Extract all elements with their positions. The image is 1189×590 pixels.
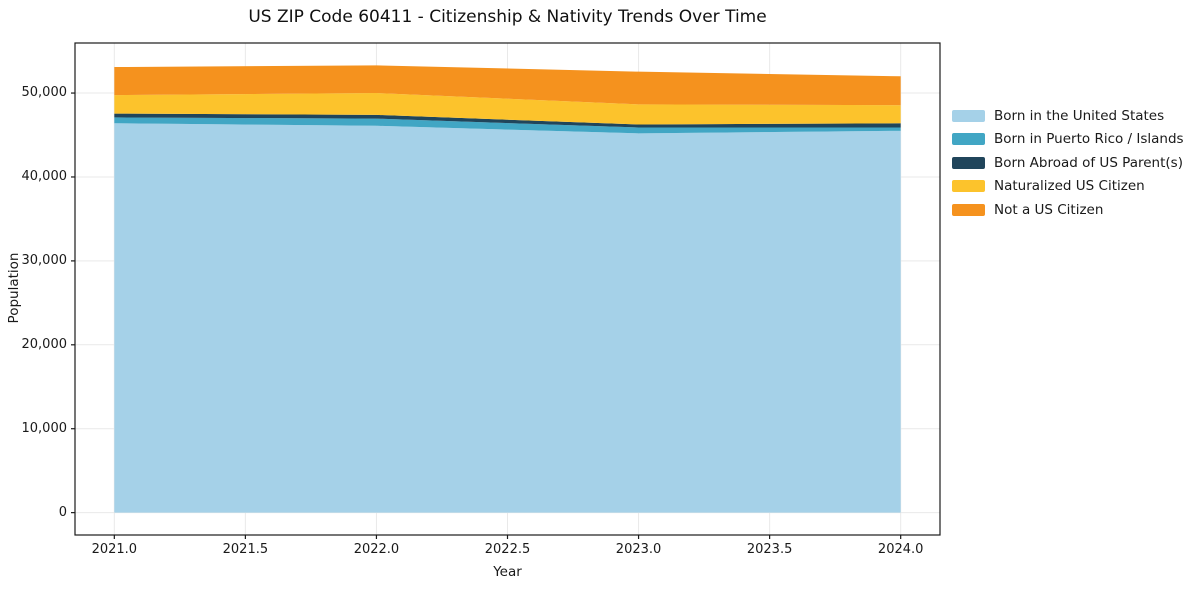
area-born-in-the-united-states bbox=[114, 123, 901, 513]
x-tick-label: 2022.5 bbox=[484, 542, 531, 557]
legend-item-born-in-puerto-rico-islands: Born in Puerto Rico / Islands bbox=[952, 131, 1184, 147]
y-tick-label: 20,000 bbox=[21, 336, 68, 352]
x-tick-label: 2021.5 bbox=[222, 542, 269, 557]
x-tick-label: 2022.0 bbox=[353, 542, 400, 557]
y-axis-label: Population bbox=[6, 252, 22, 324]
legend-label: Born Abroad of US Parent(s) bbox=[994, 154, 1183, 171]
x-tick-label: 2023.5 bbox=[746, 542, 793, 557]
legend-label: Born in the United States bbox=[994, 108, 1165, 124]
legend-label: Naturalized US Citizen bbox=[994, 178, 1145, 195]
legend-item-not-a-us-citizen: Not a US Citizen bbox=[952, 202, 1184, 218]
y-tick-label: 0 bbox=[58, 504, 67, 520]
area-not-a-us-citizen bbox=[114, 65, 901, 106]
y-tick-label: 10,000 bbox=[21, 420, 68, 436]
legend-swatch-icon bbox=[952, 203, 985, 216]
y-tick-label: 40,000 bbox=[21, 168, 68, 184]
legend-swatch-icon bbox=[952, 180, 985, 193]
area-born-abroad-of-us-parent-s bbox=[114, 113, 901, 128]
legend-item-born-abroad-of-us-parent-s: Born Abroad of US Parent(s) bbox=[952, 155, 1184, 171]
chart-title: US ZIP Code 60411 - Citizenship & Nativi… bbox=[248, 7, 767, 27]
y-tick-label: 30,000 bbox=[21, 252, 68, 268]
legend-label: Born in Puerto Rico / Islands bbox=[994, 131, 1184, 148]
x-tick-label: 2021.0 bbox=[91, 542, 138, 557]
legend-swatch-icon bbox=[952, 156, 985, 169]
y-tick-label: 50,000 bbox=[21, 85, 68, 101]
legend: Born in the United States Born in Puerto … bbox=[952, 108, 1184, 218]
x-axis-label: Year bbox=[493, 564, 522, 580]
x-tick-label: 2024.0 bbox=[877, 542, 924, 557]
x-tick-label: 2023.0 bbox=[615, 542, 662, 557]
area-born-in-puerto-rico-islands bbox=[114, 117, 901, 134]
legend-swatch-icon bbox=[952, 133, 985, 146]
legend-swatch-icon bbox=[952, 110, 985, 122]
legend-item-naturalized-us-citizen: Naturalized US Citizen bbox=[952, 178, 1184, 194]
area-naturalized-us-citizen bbox=[114, 93, 901, 125]
legend-item-born-in-the-united-states: Born in the United States bbox=[952, 108, 1184, 124]
legend-label: Not a US Citizen bbox=[994, 201, 1104, 218]
